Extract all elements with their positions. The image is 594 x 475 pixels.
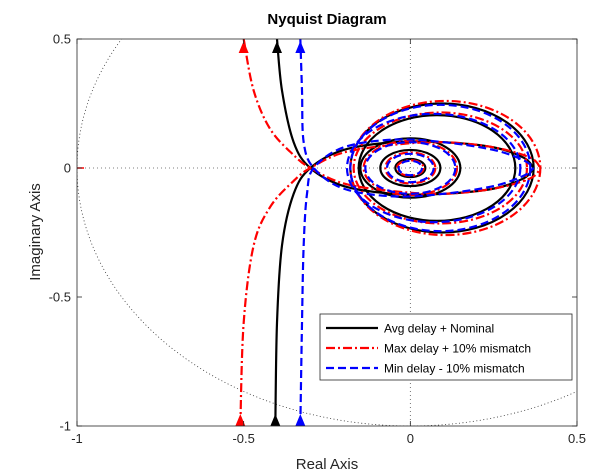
series-2-loop-4 (397, 159, 424, 177)
series-0-loop-4 (394, 157, 427, 179)
series-1-branch-upper (242, 39, 542, 195)
series-2-loop-3 (385, 152, 435, 184)
y-tick-label: 0 (64, 161, 71, 176)
series-2-branch-lower (299, 138, 535, 426)
tick-layer: -1 -0.5 0 0.5 0.5 0 -0.5 -1 (49, 32, 586, 447)
series-2-loop-2 (364, 141, 457, 195)
x-axis-label: Real Axis (296, 456, 359, 473)
series-1-loop-2 (362, 139, 459, 197)
legend-label-min: Min delay - 10% mismatch (384, 362, 525, 376)
chart-title: Nyquist Diagram (267, 11, 386, 28)
series-0-loop-3 (379, 148, 442, 188)
series-2-branch-upper (299, 39, 535, 198)
series-1-loop-1 (352, 111, 529, 225)
series-1-direction-arrow (238, 41, 249, 53)
series-2-direction-arrow (295, 41, 306, 53)
series-0-direction-arrow (272, 41, 282, 53)
legend-label-avg: Avg delay + Nominal (384, 322, 494, 336)
axes-box (76, 38, 578, 427)
series-2-loop-1 (345, 112, 522, 224)
series-1-loop-3 (384, 151, 437, 185)
legend: Avg delay + Nominal Max delay + 10% mism… (319, 313, 573, 381)
arrow-layer (235, 41, 306, 426)
series-2-loop-0 (349, 103, 532, 233)
x-tick-label: 0.5 (568, 431, 586, 446)
y-tick-label: -1 (59, 419, 71, 434)
series-0-direction-arrow (270, 414, 281, 426)
x-tick-label: 0 (407, 431, 414, 446)
series-2-direction-arrow (295, 414, 306, 426)
y-tick-label: 0.5 (53, 32, 71, 47)
series-0-loop-2 (359, 137, 462, 199)
y-tick-label: -0.5 (49, 290, 71, 305)
x-tick-label: -1 (71, 431, 83, 446)
legend-label-max: Max delay + 10% mismatch (384, 342, 531, 356)
y-axis-label: Imaginary Axis (27, 183, 44, 281)
series-1-branch-lower (239, 141, 542, 426)
series-0-branch-lower (274, 140, 535, 426)
series-layer (239, 39, 542, 426)
x-tick-label: -0.5 (232, 431, 254, 446)
series-1-direction-arrow (235, 414, 246, 426)
series-1-loop-4 (395, 159, 425, 177)
series-0-loop-1 (357, 114, 517, 222)
